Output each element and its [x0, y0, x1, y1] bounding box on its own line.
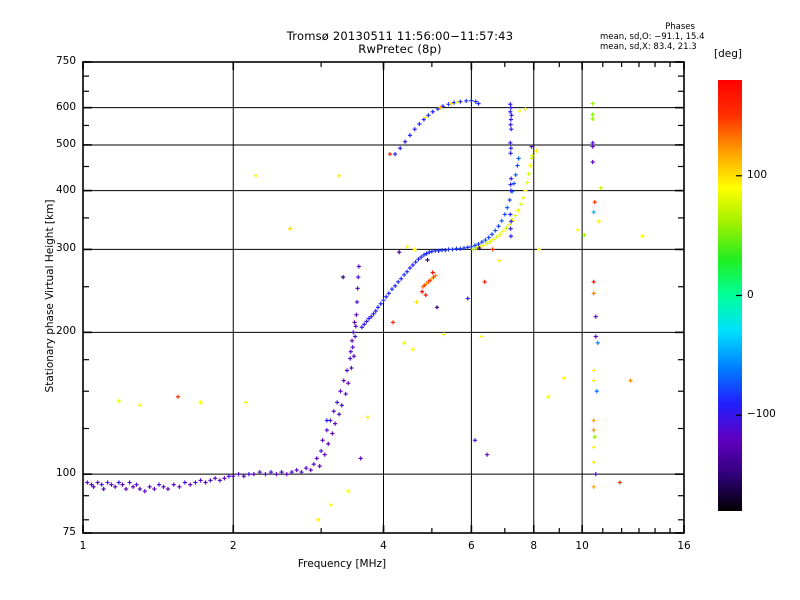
x-tick-8: 8	[530, 540, 538, 552]
x-tick-2: 2	[229, 540, 237, 552]
stats-heading: Phases	[665, 22, 695, 32]
x-tick-6: 6	[468, 540, 475, 552]
x-tick-4: 4	[380, 540, 387, 552]
x-tick-10: 10	[575, 540, 589, 552]
y-tick-200: 200	[55, 325, 76, 338]
x-tick-16: 16	[677, 540, 691, 552]
colorbar-tick-0: 100	[747, 168, 768, 181]
x-tick-1: 1	[79, 540, 87, 552]
stats-o-mode: mean, sd,O: −91.1, 15.4	[600, 32, 705, 42]
chart-subtitle-line2: RwPretec (8p)	[358, 42, 442, 56]
y-tick-100: 100	[55, 467, 76, 480]
y-tick-75: 75	[62, 526, 76, 538]
y-tick-750: 750	[55, 55, 76, 67]
x-axis-label: Frequency [MHz]	[297, 558, 387, 570]
stats-x-mode: mean, sd,X: 83.4, 21.3	[600, 42, 697, 52]
y-tick-300: 300	[55, 242, 76, 255]
y-tick-600: 600	[55, 100, 76, 113]
colorbar-tick-1: 0	[747, 288, 754, 301]
y-tick-500: 500	[55, 137, 76, 150]
colorbar-title: [deg]	[714, 48, 742, 60]
chart-title-line1: Tromsø 20130511 11:56:00−11:57:43	[286, 29, 514, 43]
colorbar-tick-2: −100	[747, 408, 776, 421]
y-tick-400: 400	[55, 183, 76, 196]
